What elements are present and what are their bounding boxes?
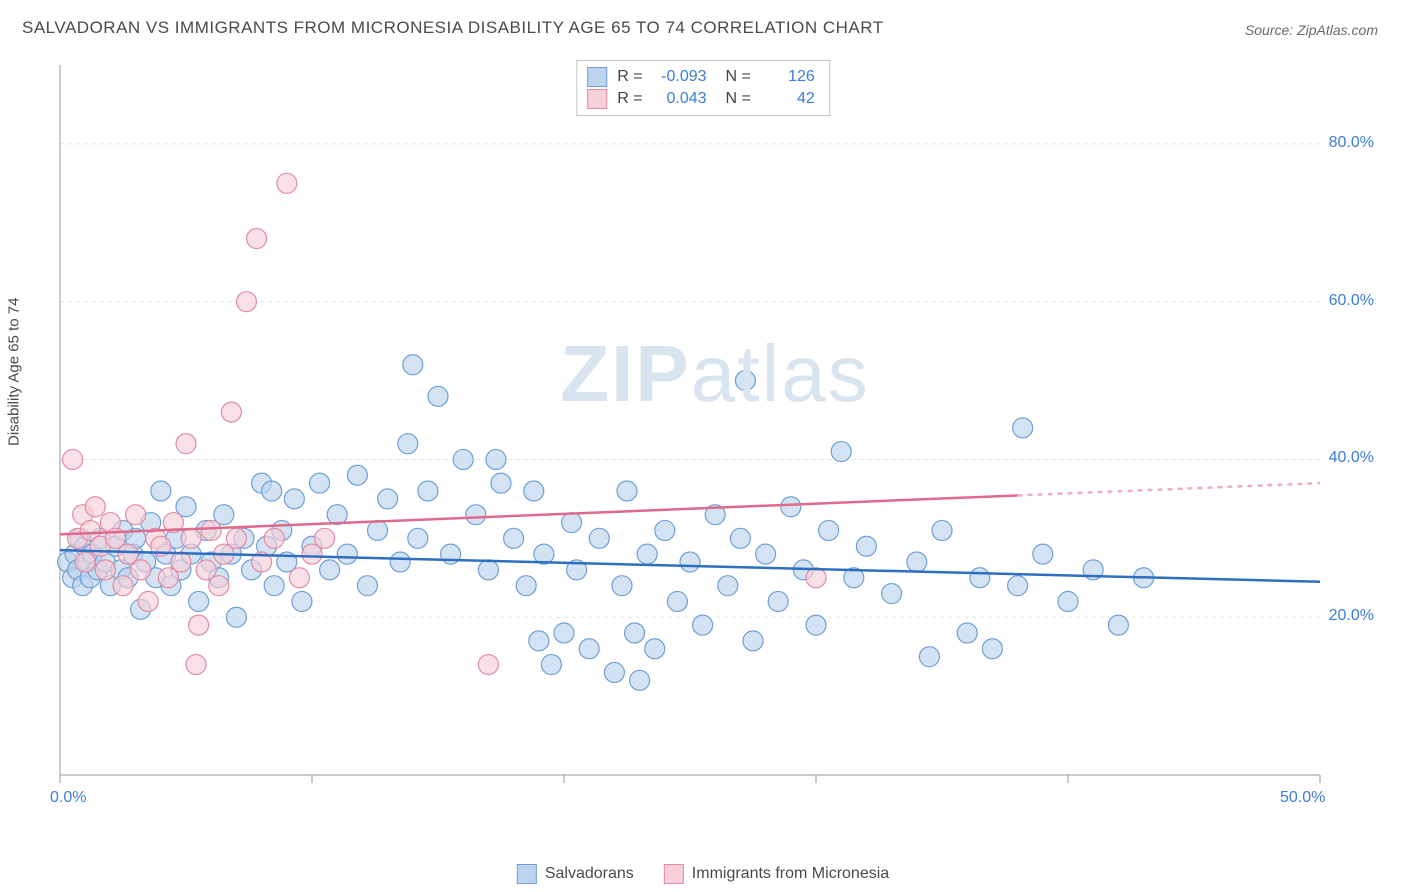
y-tick-label: 60.0%: [1329, 292, 1374, 310]
legend-swatch: [517, 864, 537, 884]
plot-area: ZIPatlas 0.0%50.0%20.0%40.0%60.0%80.0%: [50, 55, 1380, 815]
legend-label: Immigrants from Micronesia: [692, 865, 889, 883]
chart-title: SALVADORAN VS IMMIGRANTS FROM MICRONESIA…: [22, 18, 884, 38]
legend: Salvadorans Immigrants from Micronesia: [517, 864, 889, 884]
series-swatch: [587, 67, 607, 87]
y-tick-label: 80.0%: [1329, 134, 1374, 152]
stats-row: R = -0.093 N = 126: [587, 66, 815, 88]
x-tick-label: 0.0%: [50, 789, 86, 807]
y-axis-label: Disability Age 65 to 74: [6, 298, 23, 446]
correlation-stats-box: R = -0.093 N = 126 R = 0.043 N = 42: [576, 60, 830, 116]
n-value: 126: [761, 66, 815, 88]
n-label: N =: [717, 66, 751, 88]
r-value: -0.093: [653, 66, 707, 88]
legend-item: Salvadorans: [517, 864, 634, 884]
legend-swatch: [664, 864, 684, 884]
y-tick-label: 40.0%: [1329, 449, 1374, 467]
scatter-chart: [50, 55, 1380, 815]
r-label: R =: [617, 88, 642, 110]
r-label: R =: [617, 66, 642, 88]
y-tick-label: 20.0%: [1329, 607, 1374, 625]
legend-item: Immigrants from Micronesia: [664, 864, 889, 884]
x-tick-label: 50.0%: [1280, 789, 1325, 807]
legend-label: Salvadorans: [545, 865, 634, 883]
source-label: Source: ZipAtlas.com: [1245, 22, 1378, 38]
series-swatch: [587, 89, 607, 109]
n-label: N =: [717, 88, 751, 110]
stats-row: R = 0.043 N = 42: [587, 88, 815, 110]
n-value: 42: [761, 88, 815, 110]
r-value: 0.043: [653, 88, 707, 110]
